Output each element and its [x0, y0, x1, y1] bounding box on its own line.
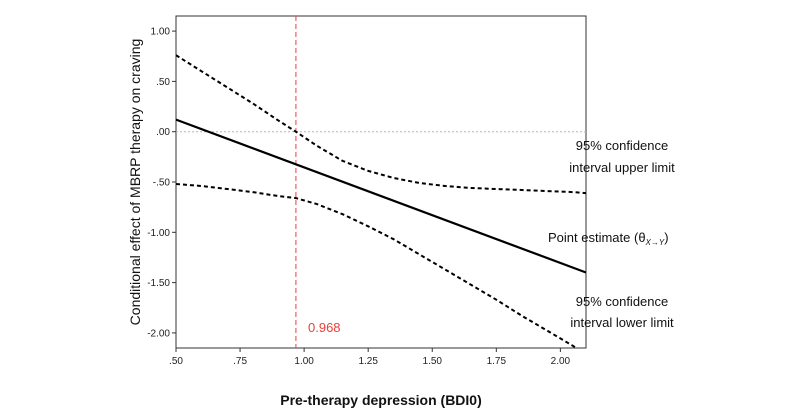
annotation-upper-limit-line1: 95% confidence	[576, 138, 669, 153]
annotation-point-estimate: Point estimate (θX→Y)	[548, 230, 669, 247]
ticks: .50 .75 1.00 1.25 1.50 1.75 2.00 1.00 .50 .00 -.50…	[147, 27, 570, 367]
annotation-upper-limit-line2: interval upper limit	[569, 160, 675, 175]
y-tick-label: -1.00	[147, 228, 170, 239]
y-tick-label: .50	[156, 77, 170, 88]
point-estimate-line	[176, 118, 586, 274]
vertical-reference-label: 0.968	[308, 320, 341, 335]
point-estimate-close: )	[664, 230, 668, 245]
x-tick-label: 2.00	[551, 356, 571, 367]
x-tick-label: .75	[233, 356, 247, 367]
series-lines	[176, 16, 586, 348]
y-tick-label: .00	[156, 127, 170, 138]
y-tick-label: 1.00	[151, 27, 171, 38]
x-axis-title: Pre-therapy depression (BDI0)	[280, 392, 482, 408]
annotation-lower-limit-line2: interval lower limit	[570, 315, 674, 330]
y-axis-title: Conditional effect of MBRP therapy on cr…	[127, 39, 143, 326]
annotation-lower-limit-line1: 95% confidence	[576, 294, 669, 309]
lower-confidence-line	[176, 183, 578, 348]
y-tick-label: -1.50	[147, 278, 170, 289]
plot-frame	[175, 15, 587, 349]
point-estimate-text: Point estimate (θ	[548, 230, 646, 245]
y-tick-label: -2.00	[147, 328, 170, 339]
x-tick-label: 1.25	[358, 356, 378, 367]
upper-confidence-line	[176, 54, 586, 195]
x-tick-label: 1.50	[423, 356, 443, 367]
x-tick-label: 1.00	[294, 356, 314, 367]
x-tick-label: 1.75	[487, 356, 507, 367]
x-tick-label: .50	[169, 356, 183, 367]
point-estimate-subscript: X→Y	[645, 238, 665, 247]
y-tick-label: -.50	[153, 178, 171, 189]
